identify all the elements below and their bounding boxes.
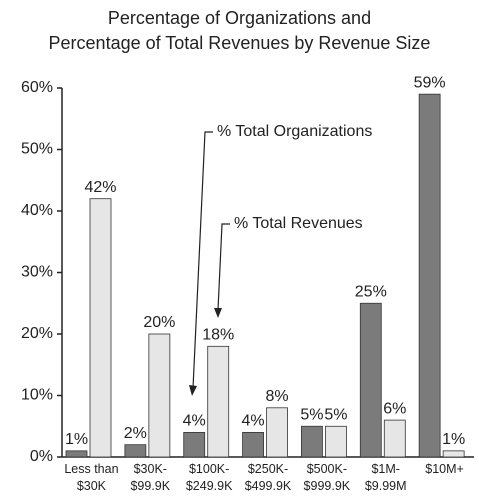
bar xyxy=(148,333,171,458)
x-tick-label: Less than $30K xyxy=(64,462,119,493)
y-tick-label: 0% xyxy=(30,448,53,465)
value-label: 2% xyxy=(124,425,147,442)
annotation: % Total Organizations xyxy=(217,123,372,140)
y-tick-label: 20% xyxy=(21,325,53,342)
value-label: 6% xyxy=(383,400,406,417)
y-tick-label: 60% xyxy=(21,79,53,96)
x-tick-label: $500K- $999.9K xyxy=(303,462,351,493)
annotation-arrow xyxy=(217,223,230,311)
bar xyxy=(242,431,264,458)
annotation: % Total Revenues xyxy=(234,215,363,232)
y-tick-label: 10% xyxy=(21,387,53,404)
x-tick-label: $30K- $99.9K xyxy=(130,462,171,493)
y-tick-label: 50% xyxy=(21,141,53,158)
bar xyxy=(89,198,112,458)
bar xyxy=(207,345,230,458)
value-label: 25% xyxy=(355,283,387,300)
chart-title: Percentage of Organizations and Percenta… xyxy=(48,8,431,53)
value-label: 8% xyxy=(266,388,289,405)
x-tick-label: $250K- $499.9K xyxy=(244,462,292,493)
bar xyxy=(359,302,382,458)
bar xyxy=(442,450,465,458)
bar xyxy=(418,93,441,458)
arrow-head xyxy=(189,385,197,396)
arrow-head xyxy=(214,308,222,318)
y-tick-label: 30% xyxy=(21,264,53,281)
x-tick-label: $1M- $9.99M xyxy=(364,462,407,493)
bar xyxy=(65,450,88,458)
bar xyxy=(383,419,406,458)
bar xyxy=(325,425,347,458)
value-label: 59% xyxy=(414,74,446,91)
x-tick-label: $100K- $249.9K xyxy=(185,462,233,493)
x-tick-label: $10M+ xyxy=(425,462,464,476)
bar xyxy=(183,431,206,458)
y-tick-label: 40% xyxy=(21,202,53,219)
bar xyxy=(124,444,147,458)
value-label: 5% xyxy=(300,406,323,423)
value-label: 4% xyxy=(183,413,206,430)
value-label: 5% xyxy=(324,406,347,423)
value-label: 1% xyxy=(65,431,88,448)
bar xyxy=(301,425,323,458)
value-label: 20% xyxy=(143,314,175,331)
value-label: 4% xyxy=(242,413,265,430)
annotation-arrow xyxy=(192,131,213,389)
value-label: 1% xyxy=(442,431,465,448)
value-label: 18% xyxy=(202,327,234,344)
value-label: 42% xyxy=(84,179,116,196)
bar xyxy=(266,407,288,458)
